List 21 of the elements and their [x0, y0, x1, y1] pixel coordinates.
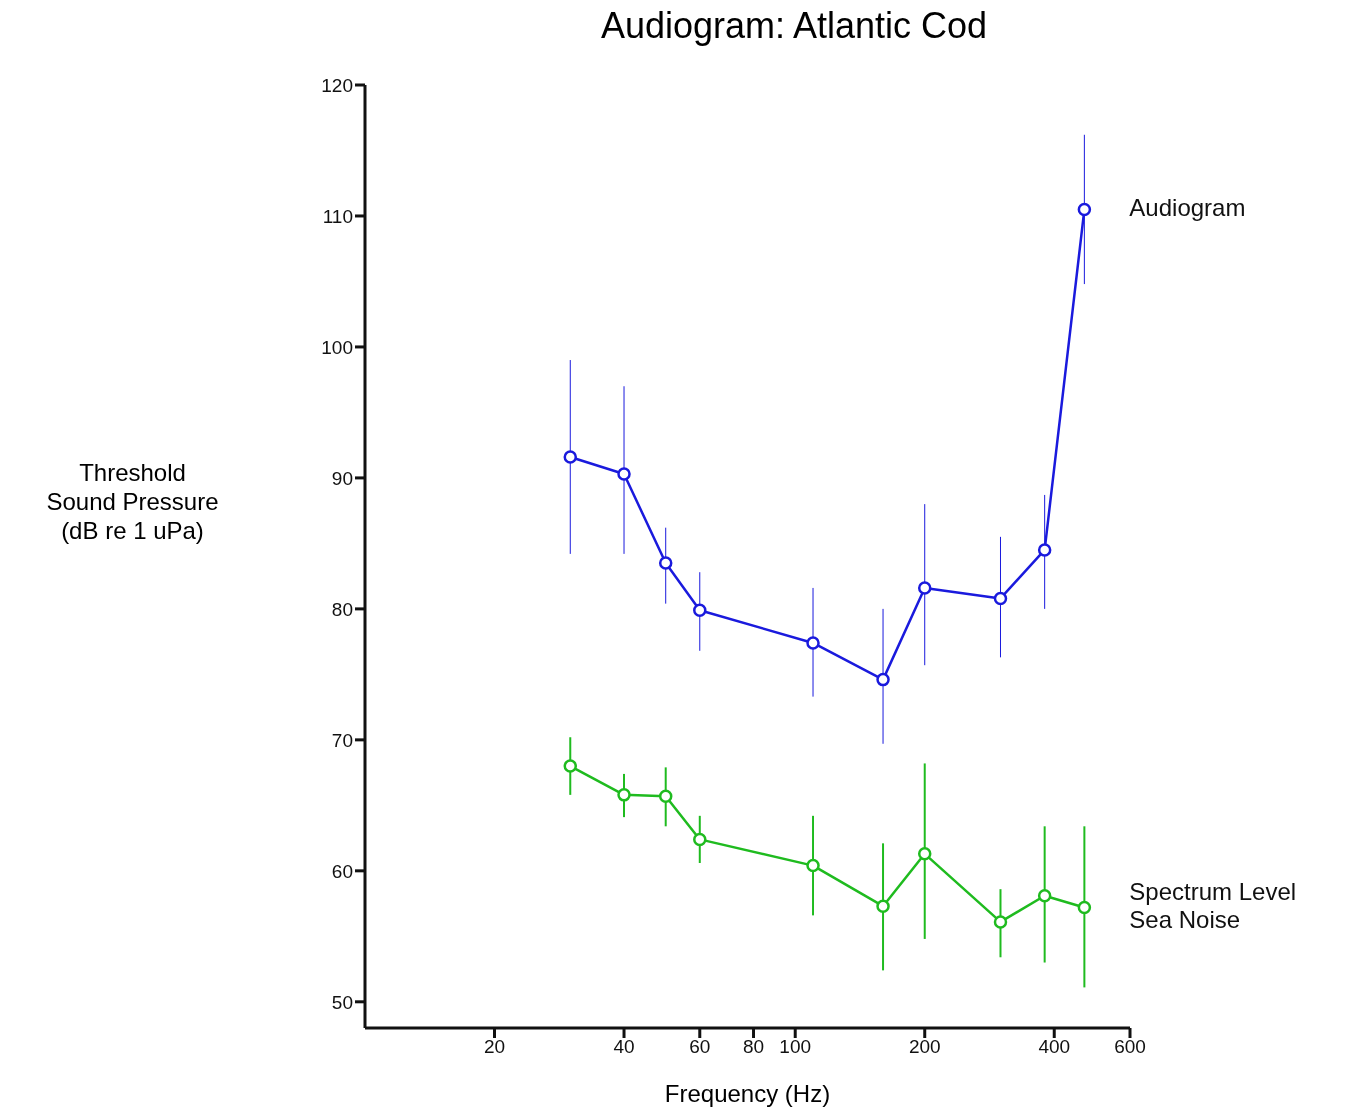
- x-tick-label: 20: [483, 1036, 506, 1058]
- x-tick-label: 40: [613, 1036, 635, 1058]
- y-tick-label: 90: [331, 467, 353, 489]
- x-tick-label: 100: [779, 1036, 812, 1058]
- x-axis-title: Frequency (Hz): [663, 1080, 832, 1108]
- chart-title: Audiogram: Atlantic Cod: [599, 5, 989, 47]
- x-tick-label: 200: [908, 1036, 941, 1058]
- x-tick-label: 400: [1038, 1036, 1071, 1058]
- x-tick-label: 80: [742, 1036, 765, 1058]
- y-tick-label: 60: [331, 860, 353, 882]
- y-tick-label: 80: [331, 598, 353, 620]
- x-tick-label: 600: [1114, 1036, 1146, 1058]
- y-tick-label: 50: [331, 991, 353, 1013]
- y-tick-label: 70: [331, 729, 353, 751]
- series-label: Audiogram: [1129, 193, 1246, 221]
- y-tick-label: 100: [321, 336, 353, 358]
- y-tick-label: 110: [322, 205, 353, 227]
- x-tick-label: 60: [689, 1036, 711, 1058]
- series-label: Spectrum Level Sea Noise: [1129, 877, 1297, 933]
- y-tick-label: 120: [321, 74, 353, 96]
- y-axis-title: Threshold Sound Pressure (dB re 1 uPa): [45, 458, 220, 545]
